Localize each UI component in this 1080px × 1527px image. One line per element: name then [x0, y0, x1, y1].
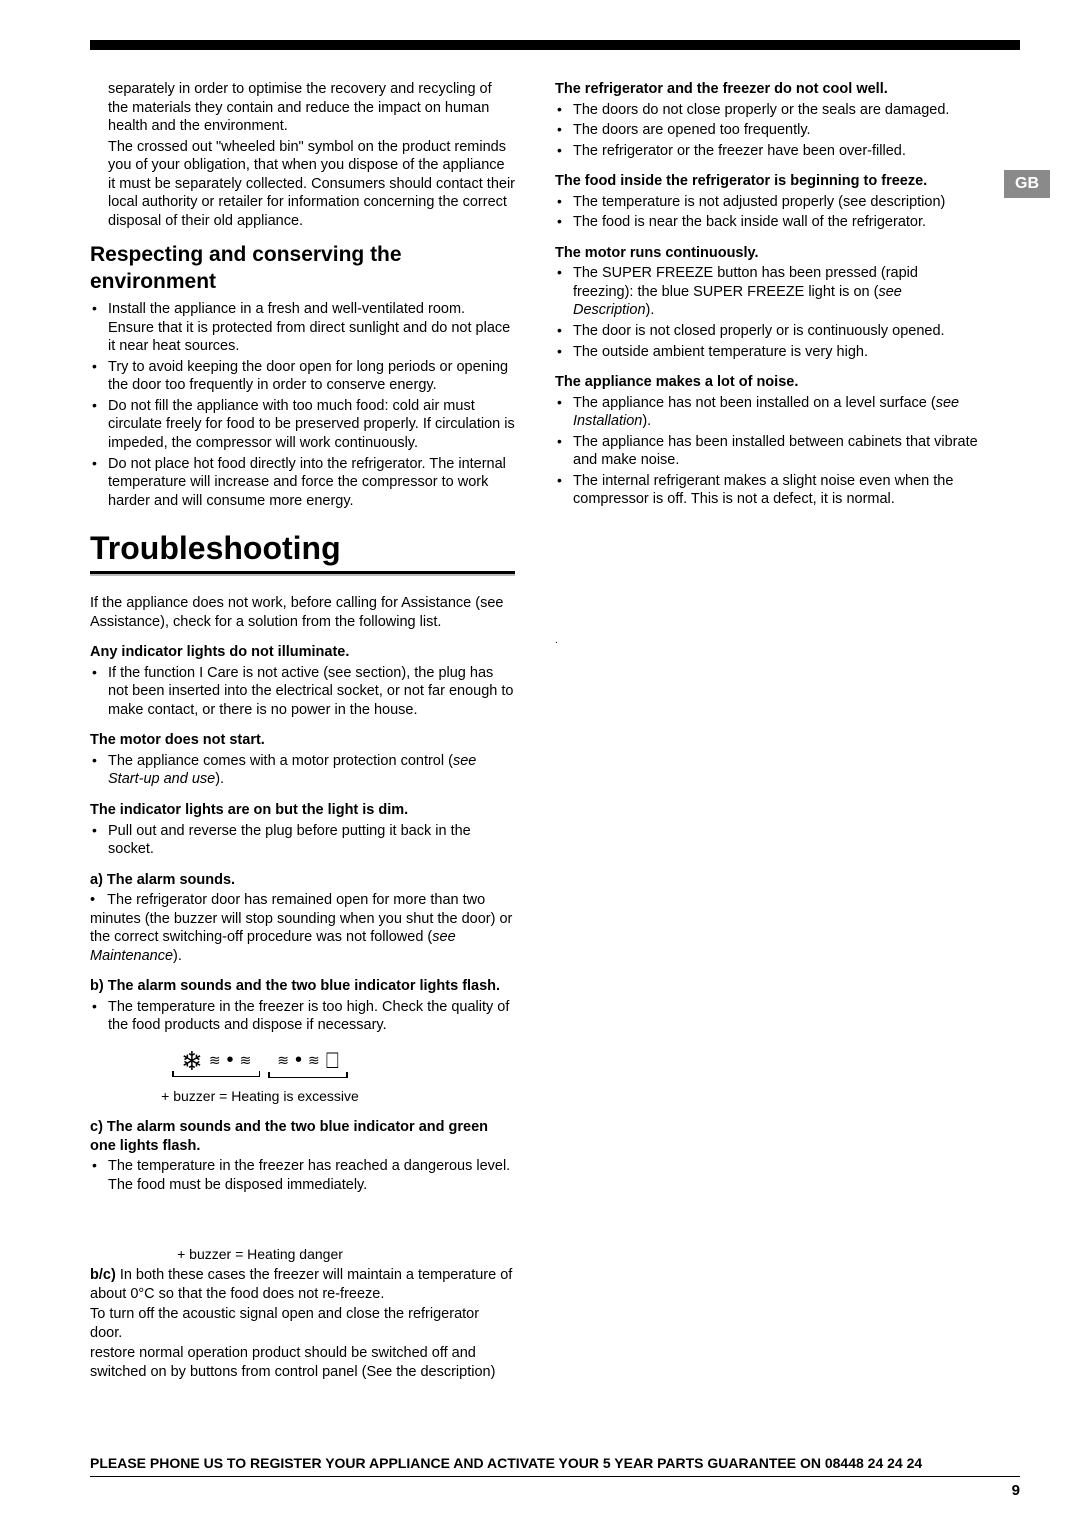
spacer: [90, 1200, 515, 1240]
list-item: The SUPER FREEZE button has been pressed…: [555, 264, 980, 320]
respecting-heading: Respecting and conserving the environmen…: [90, 242, 515, 296]
dot-icon: •: [227, 1048, 234, 1074]
two-columns: separately in order to optimise the reco…: [90, 80, 1020, 1383]
list-item: The refrigerator or the freezer have bee…: [555, 142, 980, 161]
wave-icon: ≋: [240, 1052, 252, 1070]
r4-i1-post: ).: [642, 413, 651, 429]
list-item: The doors are opened too frequently.: [555, 121, 980, 140]
alarm-a-body: • The refrigerator door has remained ope…: [90, 891, 515, 965]
list-item: Do not place hot food directly into the …: [90, 455, 515, 511]
wave-icon: ≋: [209, 1052, 221, 1070]
dim-heading: The indicator lights are on but the ligh…: [90, 801, 515, 820]
page: GB separately in order to optimise the r…: [0, 0, 1080, 1527]
right-column: The refrigerator and the freezer do not …: [555, 80, 1020, 1383]
bc-text-1: In both these cases the freezer will mai…: [90, 1267, 512, 1302]
motor-start-list: The appliance comes with a motor protect…: [90, 752, 515, 789]
bc-line-3: restore normal operation product should …: [90, 1344, 515, 1381]
caption-1: + buzzer = Heating is excessive: [130, 1088, 390, 1106]
top-rule: [90, 40, 1020, 50]
dot-icon: •: [295, 1048, 302, 1074]
spacer: [555, 515, 980, 635]
bc-prefix: b/c): [90, 1267, 120, 1283]
r4-list: The appliance has not been installed on …: [555, 394, 980, 509]
r4-heading: The appliance makes a lot of noise.: [555, 373, 980, 392]
left-column: separately in order to optimise the reco…: [90, 80, 515, 1383]
alarm-a-heading: a) The alarm sounds.: [90, 871, 515, 890]
any-lights-list: If the function I Care is not active (se…: [90, 664, 515, 720]
footer-rule: [90, 1476, 1020, 1477]
respecting-list: Install the appliance in a fresh and wel…: [90, 300, 515, 510]
bc-line-1: b/c) In both these cases the freezer wil…: [90, 1266, 515, 1303]
list-item: Do not fill the appliance with too much …: [90, 397, 515, 453]
alarm-c-heading: c) The alarm sounds and the two blue ind…: [90, 1118, 515, 1155]
alarm-b-list: The temperature in the freezer is too hi…: [90, 998, 515, 1035]
list-item: The appliance has been installed between…: [555, 433, 980, 470]
dim-list: Pull out and reverse the plug before put…: [90, 822, 515, 859]
list-item: The temperature in the freezer is too hi…: [90, 998, 515, 1035]
list-item: The temperature in the freezer has reach…: [90, 1157, 515, 1194]
list-item: The food is near the back inside wall of…: [555, 213, 980, 232]
r3-heading: The motor runs continuously.: [555, 244, 980, 263]
r2-list: The temperature is not adjusted properly…: [555, 193, 980, 232]
wave-icon: ≋: [308, 1052, 320, 1070]
bc-line-2: To turn off the acoustic signal open and…: [90, 1305, 515, 1342]
list-item: Pull out and reverse the plug before put…: [90, 822, 515, 859]
alarm-c-list: The temperature in the freezer has reach…: [90, 1157, 515, 1194]
list-item: The appliance has not been installed on …: [555, 394, 980, 431]
troubleshooting-intro: If the appliance does not work, before c…: [90, 594, 515, 631]
r3-list: The SUPER FREEZE button has been pressed…: [555, 264, 980, 361]
list-item: The internal refrigerant makes a slight …: [555, 472, 980, 509]
motor-start-heading: The motor does not start.: [90, 731, 515, 750]
r3-i1-post: ).: [646, 302, 655, 318]
alarm-a-post: ).: [173, 948, 182, 964]
list-item: Install the appliance in a fresh and wel…: [90, 300, 515, 356]
stray-dot: .: [555, 635, 980, 648]
gb-label: GB: [1015, 175, 1039, 193]
list-item: The appliance comes with a motor protect…: [90, 752, 515, 789]
troubleshooting-heading: Troubleshooting: [90, 528, 515, 569]
list-item: Try to avoid keeping the door open for l…: [90, 358, 515, 395]
list-item: The outside ambient temperature is very …: [555, 343, 980, 362]
page-number: 9: [1012, 1482, 1020, 1499]
fridge-icon: ⎕: [326, 1047, 339, 1075]
any-lights-heading: Any indicator lights do not illuminate.: [90, 643, 515, 662]
r4-i1-pre: The appliance has not been installed on …: [573, 395, 936, 411]
alarm-b-heading: b) The alarm sounds and the two blue ind…: [90, 977, 515, 996]
intro-paragraph-1: separately in order to optimise the reco…: [90, 80, 515, 136]
r1-list: The doors do not close properly or the s…: [555, 101, 980, 161]
icon-row-1: ❄ ≋ • ≋ ≋ • ≋ ⎕: [130, 1043, 390, 1078]
intro-paragraph-2: The crossed out "wheeled bin" symbol on …: [90, 138, 515, 231]
caption-2: + buzzer = Heating danger: [130, 1246, 390, 1264]
r3-i1-pre: The SUPER FREEZE button has been pressed…: [573, 265, 918, 300]
list-item: The temperature is not adjusted properly…: [555, 193, 980, 212]
language-tab-gb: GB: [1004, 170, 1050, 198]
motor-text-pre: The appliance comes with a motor protect…: [108, 753, 453, 769]
wave-icon: ≋: [277, 1052, 289, 1070]
list-item: The door is not closed properly or is co…: [555, 322, 980, 341]
list-item: If the function I Care is not active (se…: [90, 664, 515, 720]
r1-heading: The refrigerator and the freezer do not …: [555, 80, 980, 99]
icon-group-door: ≋ • ≋ ⎕: [269, 1043, 347, 1078]
troubleshooting-rule: [90, 571, 515, 576]
r2-heading: The food inside the refrigerator is begi…: [555, 172, 980, 191]
list-item: The doors do not close properly or the s…: [555, 101, 980, 120]
footer-text: PLEASE PHONE US TO REGISTER YOUR APPLIAN…: [90, 1455, 1020, 1471]
snowflake-icon: ❄: [181, 1048, 203, 1074]
motor-text-post: ).: [215, 771, 224, 787]
icon-group-freeze: ❄ ≋ • ≋: [173, 1044, 259, 1077]
